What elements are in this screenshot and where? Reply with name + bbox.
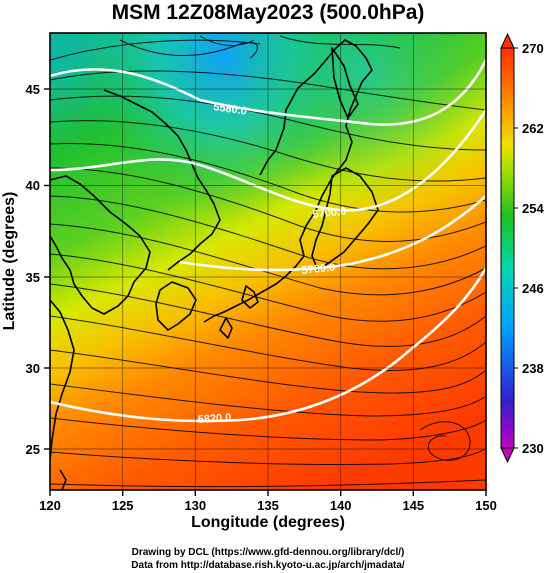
contour-label-5760: 5760.0 [301,262,336,277]
x-axis-label: Longitude (degrees) [191,514,345,531]
contour-line-5760 [179,195,486,272]
contour-label-5580: 5580.0 [213,101,248,118]
x-tick-label: 130 [184,498,206,513]
x-tick-labels: 120 125 130 135 140 145 150 [39,498,497,513]
plot-area: 5580.0 5700.0 5760.0 5820.0 [50,33,486,490]
contour-line-5580 [50,59,486,126]
y-tick-labels: 45 40 35 30 25 [26,82,40,457]
contour-label-5700: 5700.0 [312,206,347,221]
credit-line-1: Drawing by DCL (https://www.gfd-dennou.o… [132,547,405,558]
y-tick-label: 45 [26,82,40,97]
y-axis [44,88,50,450]
colorbar-tick-label: 270 [522,41,544,56]
y-axis-label: Latitude (degrees) [1,192,18,331]
credit-line-2: Data from http://database.rish.kyoto-u.a… [131,560,405,571]
colorbar: 270 262 254 246 238 230 [500,32,544,464]
colorbar-tick-label: 262 [522,121,544,136]
y-tick-label: 35 [26,270,40,285]
y-tick-label: 40 [26,178,40,193]
colorbar-max-arrow [500,32,515,49]
x-tick-label: 145 [402,498,424,513]
grid-lines [50,33,486,490]
colorbar-tick-label: 238 [522,361,544,376]
coastlines [50,39,379,490]
colorbar-tick-label: 254 [522,201,544,216]
x-tick-label: 120 [39,498,61,513]
x-axis [49,490,487,496]
contour-label-5820: 5820.0 [197,412,231,426]
x-tick-label: 135 [257,498,279,513]
contour-labels: 5580.0 5700.0 5760.0 5820.0 [197,101,346,426]
y-tick-label: 30 [26,361,40,376]
contour-line-5820 [50,267,486,423]
colorbar-gradient [500,47,515,449]
x-tick-label: 125 [112,498,134,513]
colorbar-tick-label: 230 [522,441,544,456]
y-tick-label: 25 [26,442,40,457]
chart-title: MSM 12Z08May2023 (500.0hPa) [112,1,425,24]
colorbar-tick-label: 246 [522,281,544,296]
colorbar-min-arrow [500,447,515,464]
x-tick-label: 150 [475,498,497,513]
x-tick-label: 140 [330,498,352,513]
